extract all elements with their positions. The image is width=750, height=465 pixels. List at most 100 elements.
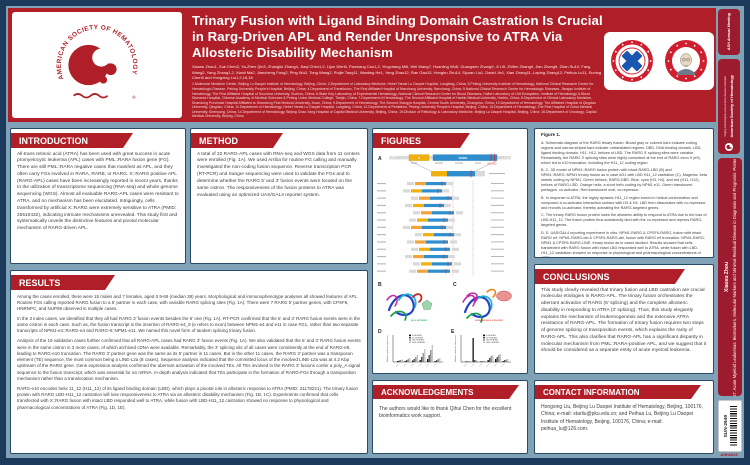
ash-society-logo: AMERICAN SOCIETY OF HEMATOLOGY ®: [56, 24, 138, 101]
figure-caption-heading: Figure 1.: [541, 132, 561, 137]
ash-cell-hole: [92, 48, 111, 67]
legend-item: 100 nM ATRA: [486, 338, 498, 341]
ring-dots: [667, 42, 705, 80]
ash-logo-box: AMERICAN SOCIETY OF HEMATOLOGY ®: [12, 12, 182, 118]
chart-d-legend: 0 nM ATRA 10 nM ATRA 100 nM ATRA 1000 nM…: [409, 334, 425, 343]
method-body: A total of 22 RARG-APL cases with RNA-se…: [197, 151, 360, 199]
chart-e-tick-labels: [463, 362, 505, 367]
gene-rarg-label: RARG: [459, 156, 468, 160]
introduction-body: All-trans retinoic acid (ATRA) has been …: [17, 151, 179, 232]
contact-card: CONTACT INFORMATION Hongxing Liu, Beijin…: [534, 380, 714, 454]
ash-small-cell: [104, 63, 117, 76]
chart-d-tick-labels: [395, 362, 437, 367]
acknowledgements-card: ACKNOWLEDGEMENTS The authors would like …: [372, 380, 528, 454]
affiliation-list: 1.Molecular Medicine Center, Beijing Lu …: [192, 82, 597, 119]
figures-banner: FIGURES: [373, 133, 470, 148]
gene-rarg-block: [432, 153, 498, 161]
panel-e-label: E: [451, 329, 455, 335]
results-paragraph: Analysis of the 19 validation cases furt…: [17, 338, 361, 382]
results-paragraph: In the 3 index cases, we identified that…: [17, 315, 361, 334]
meeting-tab-label: ASH Annual Meeting: [727, 13, 731, 51]
protein-model-b: [386, 292, 423, 321]
results-banner: RESULTS: [11, 275, 115, 290]
fusion-row: [377, 246, 504, 251]
conclusions-card: CONCLUSIONS This study clearly revealed …: [534, 264, 714, 374]
registered-mark: ®: [132, 94, 136, 101]
legend-item: 1000 nM ATRA: [486, 340, 499, 343]
lu-daopei-institute-logo: [665, 40, 707, 82]
fusion-row: [377, 217, 504, 222]
lu-daopei-medical-group-logo: [611, 40, 653, 82]
fusion-row: [377, 202, 504, 208]
ash-sickle-squiggle: [73, 93, 109, 99]
gene-repression-label: sustained gene repression: [475, 319, 504, 322]
legend-item: 0 nM ATRA: [486, 334, 496, 337]
introduction-banner: INTRODUCTION: [11, 133, 133, 148]
conclusions-body: This study clearly revealed that trinary…: [541, 287, 707, 354]
program-code-badge: SUN-2949: [718, 400, 742, 452]
acknowledgements-body: The authors would like to thank Qihui Ch…: [379, 405, 512, 420]
merged-fusion-bar: [431, 169, 505, 177]
chart-e: Relative luciferase expression 0 nM ATRA…: [454, 334, 511, 367]
fusion-case-rows: [377, 180, 504, 273]
poster-background: AMERICAN SOCIETY OF HEMATOLOGY ® Trinary…: [6, 6, 744, 458]
results-paragraph: Among the cases enrolled, there were 15 …: [17, 293, 359, 312]
panel-b-label: B: [378, 282, 382, 288]
poster-title: Trinary Fusion with Ligand Binding Domai…: [192, 13, 603, 61]
results-paragraph: RARG-e10 encodes helix 11_12 (H11_12) of…: [17, 385, 359, 410]
sidebar-tab-meeting: ASH Annual Meeting: [718, 9, 740, 55]
acknowledgements-banner: ACKNOWLEDGEMENTS: [373, 385, 519, 399]
gene-x-label: X: [418, 156, 420, 160]
legend-item: 10 nM ATRA: [486, 336, 497, 339]
barcode: [729, 406, 737, 446]
fusion-row: [377, 195, 504, 200]
gene-x-block: [408, 153, 430, 161]
title-block: Trinary Fusion with Ligand Binding Domai…: [192, 13, 604, 119]
institution-logos-box: [604, 32, 714, 90]
ash-mini-logo-icon: [725, 143, 733, 151]
fusion-row: [377, 224, 504, 230]
chart-e-bars: [465, 337, 509, 362]
introduction-card: INTRODUCTION All-trans retinoic acid (AT…: [10, 128, 186, 264]
ring-dots: [612, 41, 652, 81]
legend-item: 0 nM ATRA: [412, 334, 422, 337]
contact-banner: CONTACT INFORMATION: [535, 385, 701, 399]
program-code: SUN-2949: [723, 414, 729, 438]
figures-card: FIGURES A X RARG H11 H12: [372, 128, 528, 374]
fusion-row: [377, 232, 504, 237]
meeting-year-label: ASH2023: [720, 452, 738, 457]
results-card: RESULTS Among the cases enrolled, there …: [10, 270, 368, 454]
panel-c-label: C: [453, 282, 457, 288]
co-activator-pentagon: [421, 299, 433, 310]
gene-activation-label: gene activation: [411, 319, 428, 322]
sidebar-tab-society: Helping hematologists conquer blood dise…: [718, 59, 740, 154]
co-repressor-oval: [496, 290, 512, 301]
chart-e-y-label: Relative luciferase expression: [454, 335, 457, 362]
fusion-row: [377, 239, 504, 244]
sidebar-tab-session: Xiaosu Zhou 617. Acute Myeloid Leukemias…: [718, 158, 742, 396]
legend-item: 1000 nM ATRA: [412, 340, 425, 343]
fusion-row: [377, 268, 504, 273]
legend-item: 100 nM ATRA: [412, 338, 424, 341]
figure-caption-body: Figure 1. A. Schematic diagram of the RA…: [535, 129, 713, 257]
ash-smaller-cell: [99, 76, 108, 84]
figure-caption-card: Figure 1. A. Schematic diagram of the RA…: [534, 128, 714, 258]
portrait-icon: [677, 53, 695, 75]
author-list: Xiaosu Zhou1, Xue Chen2, Ya-Zhen Qin3, Z…: [192, 64, 602, 81]
conclusions-banner: CONCLUSIONS: [535, 269, 685, 284]
caption-paragraph: A. Schematic diagram of the RARG trinary…: [541, 140, 702, 165]
chart-d-y-label: Relative luciferase expression: [386, 335, 389, 362]
contact-body: Hongxing Liu, Beijing Lu Daopei Institut…: [541, 403, 703, 433]
presenter-name: Xiaosu Zhou: [723, 262, 730, 292]
chart-d-bars: [397, 344, 441, 362]
fusion-row: [377, 261, 504, 266]
figure-1-graphic: A X RARG H11 H12: [377, 153, 512, 367]
panel-d-label: D: [378, 329, 382, 335]
chart-e-legend: 0 nM ATRA 10 nM ATRA 100 nM ATRA 1000 nM…: [483, 334, 499, 343]
micro-tick-labels: [411, 162, 481, 163]
results-body: Among the cases enrolled, there were 15 …: [11, 291, 367, 419]
legend-item: 10 nM ATRA: [412, 336, 423, 339]
fusion-row: [377, 180, 504, 186]
caption-paragraph: C. The trinary RARG fusion protein loses…: [541, 213, 707, 228]
